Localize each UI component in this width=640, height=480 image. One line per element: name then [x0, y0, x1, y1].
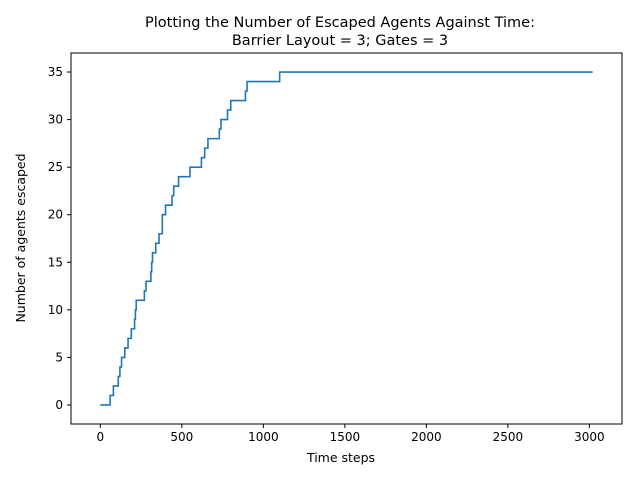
x-tick-label: 2000: [411, 430, 442, 444]
y-tick-label: 10: [48, 303, 63, 317]
y-axis-label: Number of agents escaped: [13, 153, 28, 322]
x-tick-label: 500: [170, 430, 193, 444]
x-tick-label: 0: [97, 430, 105, 444]
y-tick-label: 15: [48, 255, 63, 269]
x-tick-label: 1500: [330, 430, 361, 444]
x-tick-label: 2500: [493, 430, 524, 444]
y-tick-label: 25: [48, 160, 63, 174]
x-tick-label: 3000: [574, 430, 605, 444]
chart-title-line2: Barrier Layout = 3; Gates = 3: [232, 33, 448, 49]
plot-area-frame: [70, 52, 623, 425]
y-axis-ticks: 0 5 10 15 20 25 30 35: [48, 65, 71, 412]
x-axis-ticks: 0 500 1000 1500 2000 2500 3000: [97, 424, 605, 444]
y-tick-label: 30: [48, 113, 63, 127]
y-tick-label: 0: [55, 398, 63, 412]
y-tick-label: 5: [55, 350, 63, 364]
series-line: [100, 71, 593, 406]
x-tick-label: 1000: [248, 430, 279, 444]
x-axis-label: Time steps: [306, 450, 375, 465]
chart-title-line1: Plotting the Number of Escaped Agents Ag…: [145, 15, 535, 31]
y-tick-label: 20: [48, 208, 63, 222]
y-tick-label: 35: [48, 65, 63, 79]
